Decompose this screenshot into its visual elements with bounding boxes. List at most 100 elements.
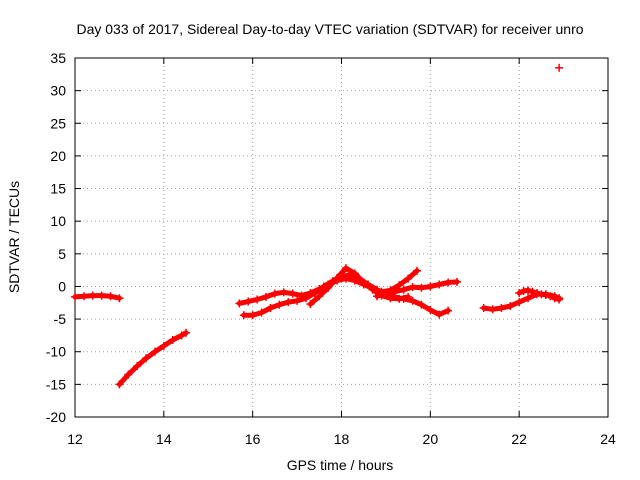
data-point xyxy=(324,283,333,292)
data-point xyxy=(182,328,191,337)
data-point xyxy=(261,292,270,301)
data-point xyxy=(541,290,550,299)
data-point xyxy=(408,296,417,305)
series-arc-1 xyxy=(71,291,124,303)
y-axis-label: SDTVAR / TECUs xyxy=(6,181,22,293)
series-outlier xyxy=(555,63,564,72)
y-axis: -20 -15 -10 -5 0 5 10 15 20 25 30 35 xyxy=(46,50,608,425)
series-trace xyxy=(374,279,460,299)
data-point xyxy=(88,291,97,300)
data-point xyxy=(555,295,564,304)
data-point xyxy=(435,280,444,289)
data-point xyxy=(301,294,310,303)
data-point xyxy=(399,285,408,294)
data-point xyxy=(488,305,497,314)
data-point xyxy=(386,294,395,303)
data-point xyxy=(142,354,151,363)
data-point xyxy=(555,63,564,72)
data-point xyxy=(350,269,359,278)
data-point xyxy=(426,305,435,314)
data-point xyxy=(306,300,315,309)
data-point xyxy=(435,310,444,319)
data-point xyxy=(270,289,279,298)
data-point xyxy=(515,288,524,297)
data-point xyxy=(124,370,133,379)
y-tick-label: -20 xyxy=(46,409,66,425)
data-point xyxy=(288,289,297,298)
data-point xyxy=(404,292,413,301)
data-point xyxy=(279,288,288,297)
series-arc-6 xyxy=(373,277,461,301)
data-point xyxy=(368,285,377,294)
data-point xyxy=(133,362,142,371)
y-tick-label: 10 xyxy=(50,213,66,229)
data-point xyxy=(244,297,253,306)
data-point xyxy=(293,296,302,305)
data-point xyxy=(528,287,537,296)
series-arc-8 xyxy=(515,286,564,304)
y-tick-label: -5 xyxy=(54,311,67,327)
data-point xyxy=(310,288,319,297)
x-tick-label: 22 xyxy=(511,431,527,447)
y-tick-label: -15 xyxy=(46,376,66,392)
data-point xyxy=(408,283,417,292)
x-axis-label: GPS time / hours xyxy=(287,457,394,473)
data-point xyxy=(159,341,168,350)
data-point xyxy=(524,294,533,303)
x-tick-label: 14 xyxy=(156,431,172,447)
data-point xyxy=(106,292,115,301)
x-tick-label: 18 xyxy=(334,431,350,447)
x-tick-label: 12 xyxy=(67,431,83,447)
data-point xyxy=(168,335,177,344)
data-point xyxy=(266,303,275,312)
data-point xyxy=(359,278,368,287)
data-point xyxy=(532,288,541,297)
x-tick-label: 16 xyxy=(245,431,261,447)
data-point xyxy=(497,303,506,312)
data-point xyxy=(253,295,262,304)
data-point xyxy=(381,289,390,298)
data-point xyxy=(395,281,404,290)
data-point xyxy=(97,291,106,300)
data-point xyxy=(115,380,124,389)
data-point xyxy=(417,300,426,309)
data-point xyxy=(341,264,350,273)
data-point xyxy=(479,303,488,312)
series-arc-2 xyxy=(115,328,191,389)
data-point xyxy=(444,306,453,315)
data-point xyxy=(390,287,399,296)
y-tick-label: 15 xyxy=(50,181,66,197)
x-tick-label: 24 xyxy=(600,431,616,447)
data-point xyxy=(177,331,186,340)
y-tick-label: 20 xyxy=(50,148,66,164)
data-point xyxy=(239,311,248,320)
data-point xyxy=(284,298,293,307)
data-point xyxy=(333,273,342,282)
plot-frame xyxy=(74,57,609,418)
grid xyxy=(75,58,608,417)
data-point xyxy=(248,311,257,320)
data-point xyxy=(515,298,524,307)
data-points xyxy=(71,63,564,389)
data-point xyxy=(524,286,533,295)
data-point xyxy=(546,292,555,301)
y-tick-label: -10 xyxy=(46,344,66,360)
data-point xyxy=(413,266,422,275)
data-point xyxy=(426,282,435,291)
data-point xyxy=(257,308,266,317)
data-point xyxy=(395,294,404,303)
data-point xyxy=(115,294,124,303)
y-tick-label: 35 xyxy=(50,50,66,66)
data-point xyxy=(444,278,453,287)
data-point xyxy=(71,292,79,301)
x-tick-label: 20 xyxy=(423,431,439,447)
data-point xyxy=(417,283,426,292)
data-point xyxy=(150,347,159,356)
data-point xyxy=(235,299,244,308)
y-tick-label: 25 xyxy=(50,115,66,131)
data-point xyxy=(550,294,559,303)
data-point xyxy=(275,300,284,309)
y-tick-label: 0 xyxy=(58,278,66,294)
data-point xyxy=(506,302,515,311)
